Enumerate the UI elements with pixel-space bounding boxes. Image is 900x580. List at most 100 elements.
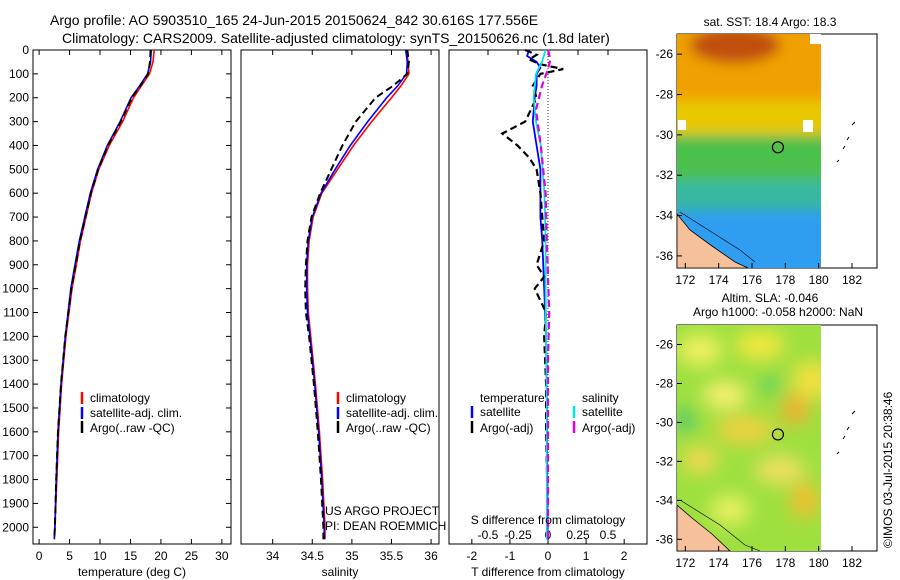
salinity-legend: climatology satellite-adj. clim. Argo(..… [336,391,438,435]
lat-tick-label: -26 [656,337,674,351]
lat-tick-label: -34 [656,209,674,223]
header-line-1: Argo profile: AO 5903510_165 24-Jun-2015… [50,12,538,28]
salinity-lines [304,49,410,540]
x-tick-label: -2 [467,549,478,563]
sst-green-band [677,135,821,185]
s-tick-label: 0.5 [600,528,617,542]
x-tick-label: 30 [215,549,229,563]
x-tick-label: 36 [424,549,438,563]
depth-tick-label: 900 [9,258,29,272]
islands [836,121,856,163]
depth-tick-label: 1900 [2,496,29,510]
legend-label-s-argo: Argo(-adj) [582,421,635,435]
lon-tick-label: 180 [809,273,829,287]
series-line-argo-raw-qc- [304,49,410,540]
series-line-s-satellite [532,49,548,540]
salinity-axes [240,49,440,545]
pi-credit: PI: DEAN ROEMMICH [325,519,446,533]
depth-tick-label: 600 [9,186,29,200]
series-line-argo-raw-qc- [53,49,152,540]
imos-credit: ©IMOS 03-Jul-2015 20:38:46 [881,391,895,548]
lat-tick-label: -36 [656,249,674,263]
depth-tick-label: 1600 [2,425,29,439]
sla-map-ticks: 172 174 176 178 180 182 -26 -28 -30 -32 -34 -36 [656,337,863,570]
x-tick-label: 0 [545,549,552,563]
header-line-2: Climatology: CARS2009. Satellite-adjuste… [62,30,610,46]
legend-label-s-satellite: satellite [582,405,623,419]
lat-tick-label: -26 [656,47,674,61]
depth-tick-label: 100 [9,67,29,81]
sst-field [677,34,821,268]
lon-tick-label: 174 [709,273,729,287]
depth-tick-label: 400 [9,138,29,152]
white-gaps [678,34,821,132]
series-line-t-argo-adj- [500,48,564,540]
depth-tick-label: 500 [9,162,29,176]
depth-tick-label: 1700 [2,449,29,463]
legend-label-t-argo: Argo(-adj) [480,421,533,435]
contour-line [679,211,756,263]
legend-title-temperature: temperature [480,391,545,405]
depth-tick-label: 200 [9,91,29,105]
x-tick-label: 35.5 [380,549,404,563]
sst-map-ticks: 172 174 176 178 180 182 -26 -28 -30 -32 -34 -36 [656,47,863,287]
sla-map-title-2: Argo h1000: -0.058 h2000: NaN [693,305,863,319]
legend-label-argo: Argo(..raw -QC) [90,421,175,435]
x-tick-label: 0 [36,549,43,563]
depth-tick-label: 1400 [2,377,29,391]
land-outline [677,504,731,551]
difference-ticks: -2 -1 0 1 2-0.5 -0.25 0 0.25 0.5 [467,50,628,563]
depth-tick-label: 300 [9,115,29,129]
lat-tick-label: -32 [656,454,674,468]
depth-tick-label: 700 [9,210,29,224]
x-tick-label: 35 [345,549,359,563]
x-tick-label: 15 [124,549,138,563]
land-outline [677,213,749,268]
depth-tick-label: 1100 [3,306,29,320]
series-line-s-argo-adj- [534,49,552,540]
depth-tick-label: 1500 [2,401,29,415]
lon-tick-label: 178 [775,556,795,570]
sla-map-title-1: Altim. SLA: -0.046 [722,291,819,305]
x-tick-label: 2 [621,549,628,563]
x-tick-label: 34 [266,549,280,563]
x-tick-label: 5 [66,549,73,563]
sla-field [677,325,821,551]
difference-legend: temperature satellite Argo(-adj) salinit… [470,391,635,435]
s-tick-label: -0.5 [478,528,499,542]
lon-tick-label: 172 [675,273,695,287]
salinity-ticks: 34 34.5 35 35.5 36 [266,50,438,563]
lat-tick-label: -30 [656,128,674,142]
legend-label-climatology: climatology [346,391,406,405]
lon-tick-label: 174 [709,556,729,570]
depth-tick-label: 800 [9,234,29,248]
temperature-panel: 0100200300400500600700800900100011001200… [2,43,647,579]
sst-hot-spot [690,34,780,63]
legend-label-climatology: climatology [90,391,150,405]
x-tick-label: 34.5 [301,549,325,563]
difference-lines [500,48,564,540]
x-tick-label: 1 [583,549,590,563]
temperature-xlabel: temperature (deg C) [78,565,186,579]
s-tick-label: 0.25 [566,528,590,542]
depth-tick-label: 0 [22,43,29,57]
temperature-axes [32,49,232,545]
lon-tick-label: 172 [675,556,695,570]
depth-tick-label: 1800 [2,473,29,487]
lat-tick-label: -30 [656,415,674,429]
lon-tick-label: 182 [842,556,862,570]
lon-tick-label: 176 [742,273,762,287]
temperature-legend: climatology satellite-adj. clim. Argo(..… [80,391,182,435]
salinity-xlabel: salinity [322,565,359,579]
legend-label-t-satellite: satellite [480,405,521,419]
difference-panel: -2 -1 0 1 2-0.5 -0.25 0 0.25 0.5 T difference fr… [448,48,648,579]
sst-map-title: sat. SST: 18.4 Argo: 18.3 [704,15,837,29]
legend-title-salinity: salinity [582,391,619,405]
argo-position-marker [771,141,785,154]
depth-tick-label: 1200 [2,329,29,343]
x-tick-label: 20 [154,549,168,563]
x-tick-label: -1 [505,549,516,563]
t-difference-xlabel: T difference from climatology [471,565,625,579]
lat-tick-label: -32 [656,168,674,182]
